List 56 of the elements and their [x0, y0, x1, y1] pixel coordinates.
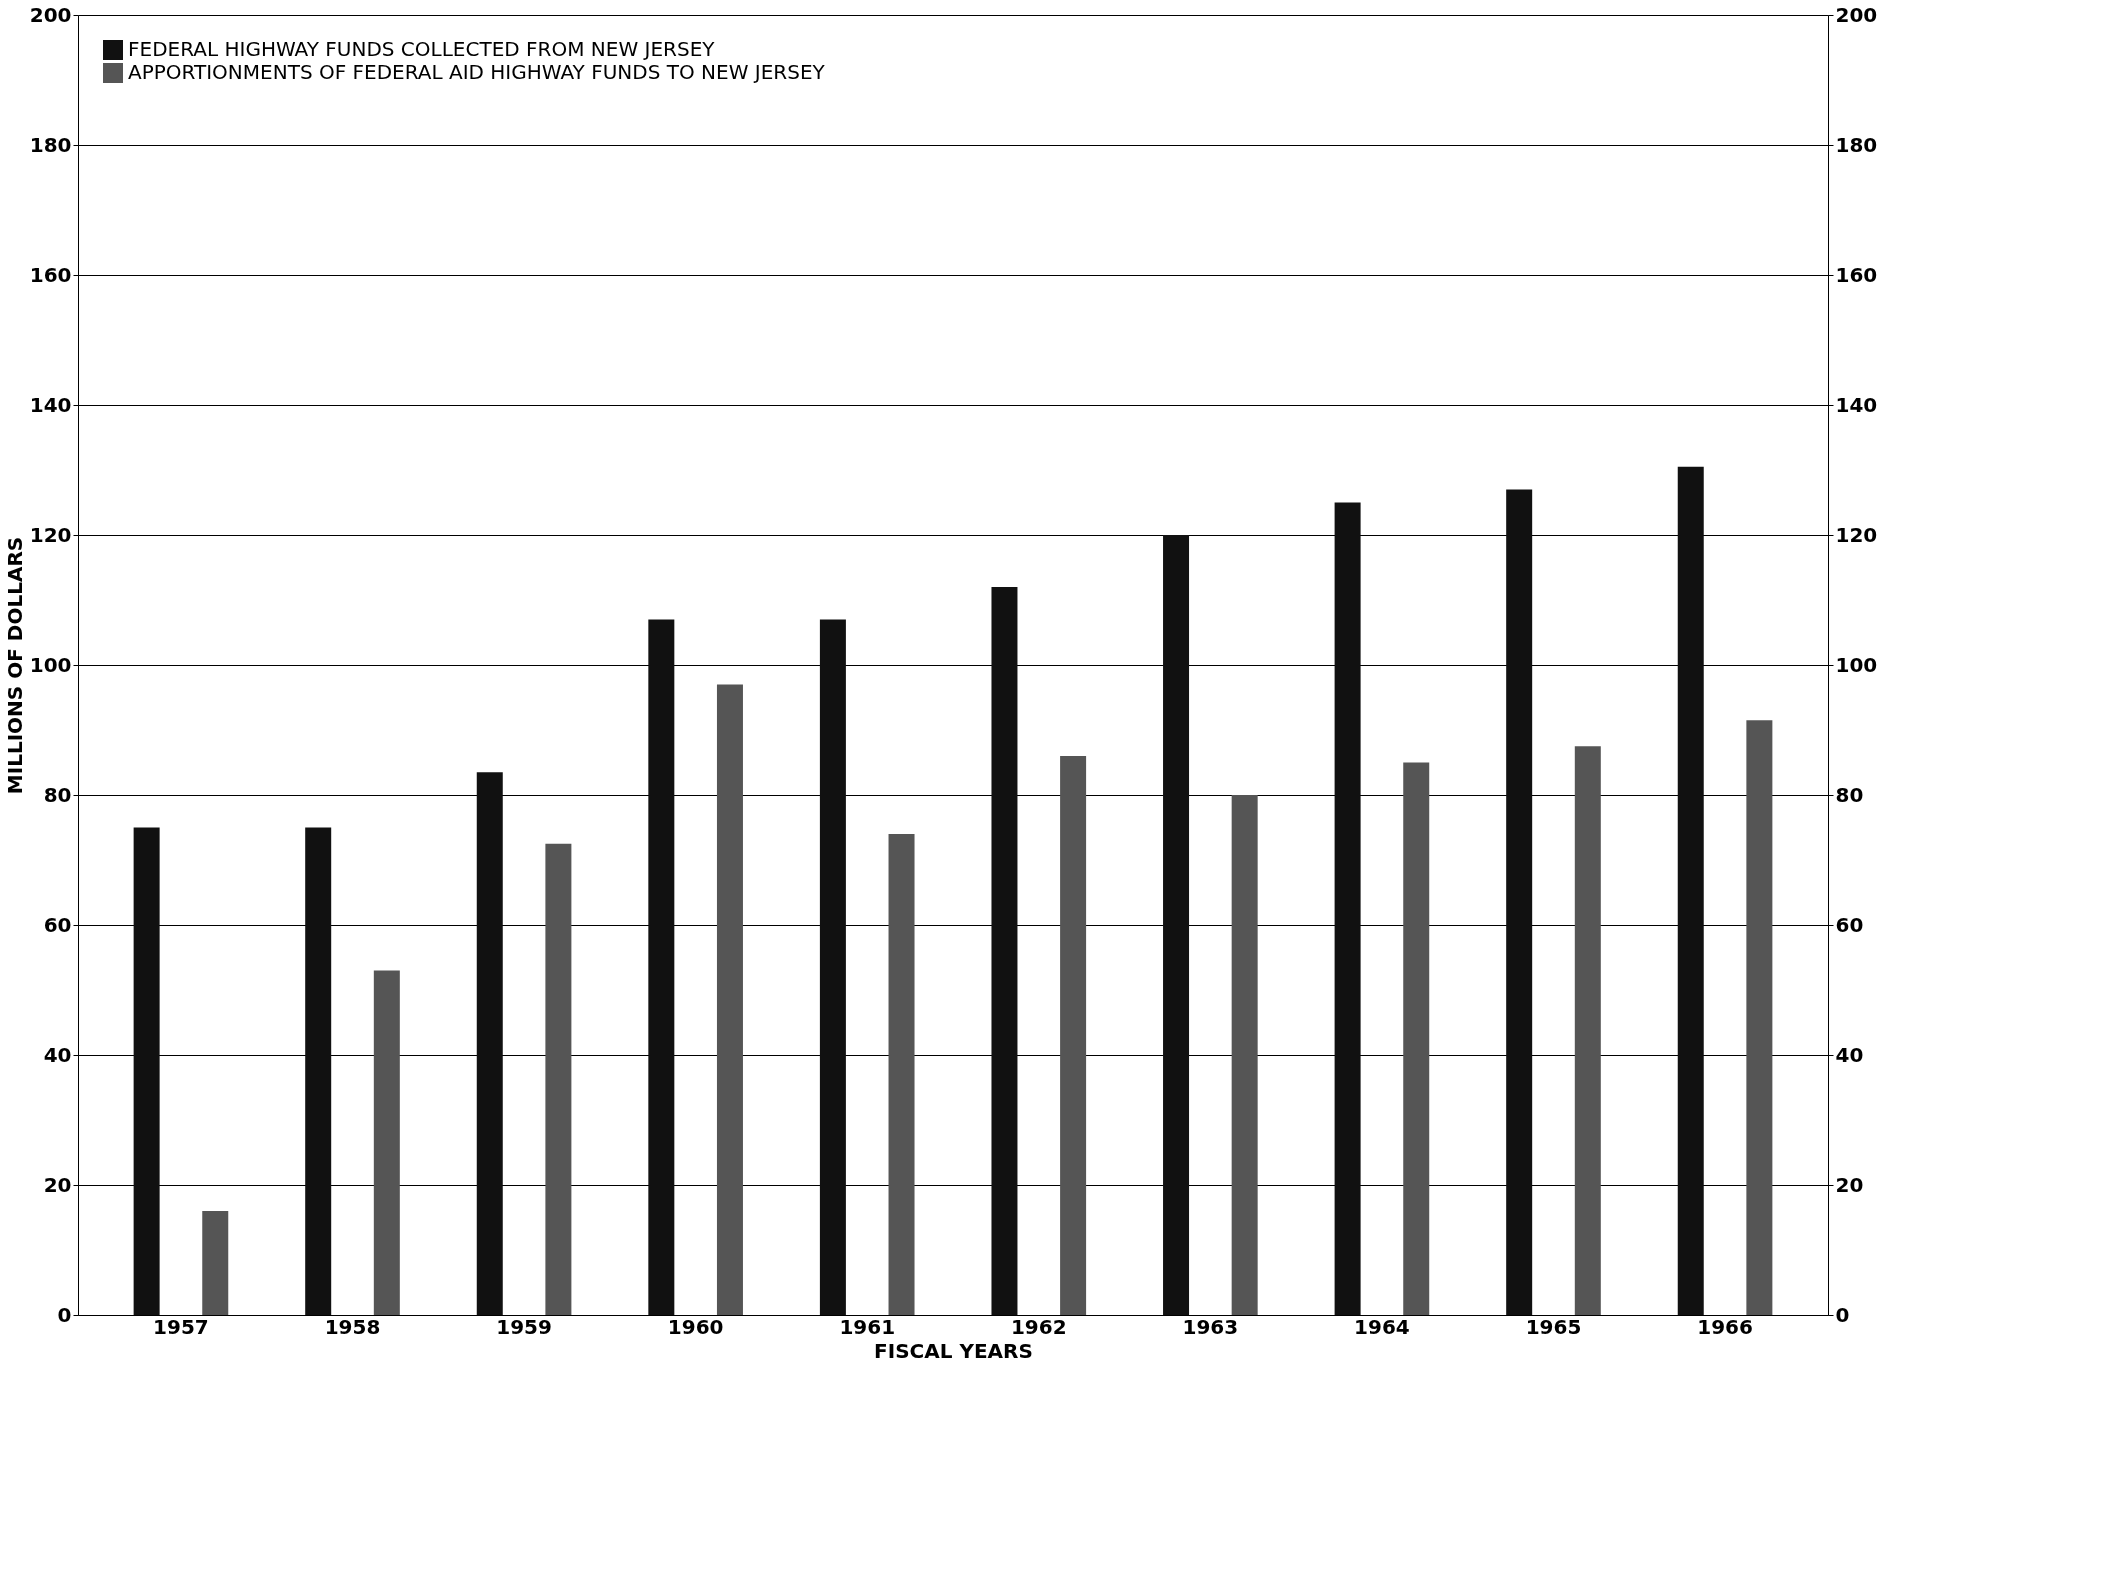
y2-tick-label: 140: [1835, 392, 1878, 417]
x-tick-label: 1960: [667, 1314, 724, 1339]
y2-tick-label: 40: [1835, 1042, 1864, 1067]
y2-tick-label: 20: [1835, 1172, 1864, 1197]
y2-tick-label: 160: [1835, 262, 1878, 287]
bar: [476, 772, 503, 1315]
y2-tick-label: 100: [1835, 652, 1878, 677]
y-tick-label: 160: [29, 262, 72, 287]
x-tick-label: 1964: [1354, 1314, 1410, 1339]
x-tick-label: 1961: [839, 1314, 896, 1339]
x-tick-label: 1962: [1010, 1314, 1067, 1339]
x-axis-title: FISCAL YEARS: [874, 1338, 1033, 1363]
bar: [716, 684, 743, 1315]
y2-tick-label: 80: [1835, 782, 1864, 807]
bar: [1060, 756, 1087, 1315]
bar: [1506, 489, 1533, 1315]
y2-tick-label: 0: [1835, 1302, 1850, 1327]
bar: [545, 843, 572, 1315]
y-tick-label: 200: [29, 2, 72, 27]
x-tick-label: 1965: [1525, 1314, 1582, 1339]
bar: [1403, 762, 1430, 1315]
y-tick-label: 40: [43, 1042, 72, 1067]
bar: [991, 587, 1018, 1315]
bar: [1334, 502, 1361, 1315]
y-axis-title: MILLIONS OF DOLLARS: [2, 536, 27, 795]
bar: [1163, 535, 1190, 1315]
legend-label: FEDERAL HIGHWAY FUNDS COLLECTED FROM NEW JERSEY: [128, 37, 716, 61]
y2-tick-label: 180: [1835, 132, 1878, 157]
y-tick-label: 80: [43, 782, 72, 807]
bar: [305, 827, 332, 1315]
bar: [648, 619, 675, 1315]
legend-label: APPORTIONMENTS OF FEDERAL AID HIGHWAY FUNDS TO NEW JERSEY: [128, 60, 826, 84]
x-tick-label: 1958: [324, 1314, 381, 1339]
bar: [202, 1211, 229, 1315]
bar: [888, 834, 915, 1315]
y-tick-label: 180: [29, 132, 72, 157]
y-tick-label: 0: [57, 1302, 72, 1327]
bar: [1677, 466, 1704, 1315]
x-tick-label: 1959: [496, 1314, 552, 1339]
y2-tick-label: 60: [1835, 912, 1864, 937]
y-tick-label: 120: [29, 522, 72, 547]
y-tick-label: 140: [29, 392, 72, 417]
bar: [1231, 795, 1258, 1315]
y-tick-label: 100: [29, 652, 72, 677]
bar: [819, 619, 846, 1315]
y2-tick-label: 200: [1835, 2, 1878, 27]
y-tick-label: 20: [43, 1172, 72, 1197]
bar: [133, 827, 160, 1315]
bar: [1746, 720, 1773, 1315]
y2-tick-label: 120: [1835, 522, 1878, 547]
bar: [1574, 746, 1601, 1315]
bar: [373, 970, 400, 1315]
x-tick-label: 1966: [1697, 1314, 1753, 1339]
x-tick-label: 1963: [1182, 1314, 1239, 1339]
x-tick-label: 1957: [153, 1314, 209, 1339]
y-tick-label: 60: [43, 912, 72, 937]
